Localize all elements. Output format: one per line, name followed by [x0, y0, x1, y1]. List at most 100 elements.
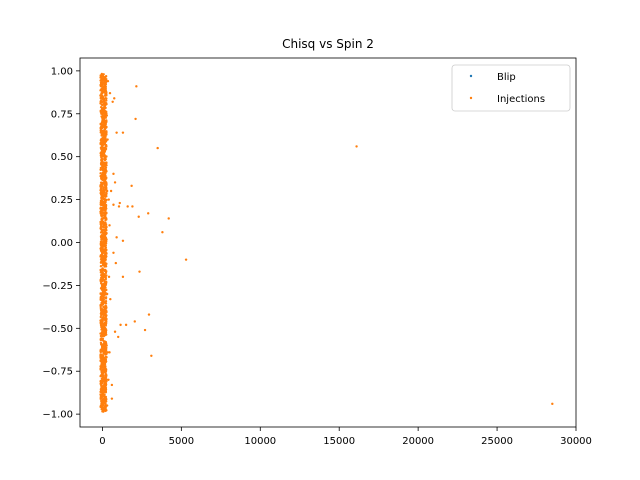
injection-point: [101, 77, 105, 80]
injection-point: [100, 224, 103, 228]
injection-point: [100, 134, 103, 137]
y-tick-label: −0.75: [42, 367, 73, 378]
injections-point: [105, 232, 108, 236]
injection-point: [100, 381, 103, 384]
injections-point: [101, 241, 105, 244]
injections-point: [109, 297, 112, 301]
injections-point: [111, 100, 114, 103]
injections-point: [103, 323, 106, 327]
injection-point: [102, 100, 105, 103]
injection-point: [105, 99, 108, 102]
injection-point: [99, 141, 103, 145]
injection-point: [105, 192, 108, 195]
injections-point: [101, 74, 104, 78]
injections-point: [134, 117, 137, 121]
injections-point: [130, 184, 133, 188]
injection-point: [101, 219, 104, 223]
injection-point: [99, 306, 102, 310]
injection-point: [104, 366, 107, 369]
injections-point: [107, 275, 111, 279]
injection-point: [99, 312, 103, 315]
injections-point: [112, 251, 115, 254]
injection-point: [103, 317, 106, 320]
injection-point: [103, 291, 107, 295]
injection-point: [101, 261, 104, 264]
injection-point: [104, 407, 107, 411]
injection-point: [99, 206, 103, 209]
injection-point: [105, 270, 108, 273]
injection-point: [103, 111, 106, 114]
injections-point: [106, 79, 110, 83]
injection-point: [105, 218, 108, 221]
injection-point: [101, 119, 104, 123]
injection-point: [101, 160, 104, 164]
injection-point: [100, 89, 104, 92]
y-tick-label: −0.25: [42, 281, 73, 292]
injection-point: [104, 391, 108, 394]
injections-point: [103, 395, 106, 399]
injections-point: [105, 189, 109, 193]
injection-point: [103, 333, 107, 337]
injection-point: [101, 294, 104, 297]
legend-label-blip: Blip: [497, 72, 516, 83]
injection-point: [101, 138, 105, 141]
injections-point: [114, 261, 118, 265]
injections-point: [112, 203, 115, 206]
injection-point: [103, 381, 107, 385]
injections-point: [103, 104, 106, 107]
injection-point: [100, 92, 103, 96]
injection-point: [100, 321, 103, 325]
injection-point: [104, 283, 107, 287]
injection-point: [102, 197, 105, 200]
injection-point: [100, 121, 104, 124]
injection-point: [102, 152, 106, 155]
injections-point: [110, 383, 114, 387]
injection-point: [99, 254, 103, 257]
injections-point: [118, 201, 121, 205]
injection-point: [102, 90, 106, 94]
injection-point: [102, 389, 105, 392]
injection-point: [101, 316, 105, 319]
x-tick-label: 0: [99, 436, 105, 447]
injection-point: [103, 184, 106, 187]
legend-marker-blip: [469, 74, 473, 78]
injection-point: [102, 250, 105, 254]
y-tick-label: 0.00: [51, 238, 73, 249]
injection-point: [104, 327, 107, 331]
injection-point: [101, 256, 105, 259]
injections-point: [109, 189, 113, 193]
injection-point: [105, 238, 108, 241]
injection-point: [100, 156, 103, 160]
injections-point: [104, 249, 107, 253]
injections-point: [108, 91, 112, 95]
injections-point: [147, 212, 150, 215]
injection-point: [99, 235, 103, 238]
injections-point: [184, 258, 188, 261]
injections-point: [104, 206, 108, 210]
injection-point: [100, 185, 103, 188]
injection-point: [102, 235, 105, 238]
injection-point: [99, 172, 102, 175]
injection-point: [103, 167, 106, 171]
injections-point: [150, 354, 153, 357]
injection-point: [102, 212, 105, 215]
injections-point: [121, 131, 125, 134]
injection-point: [102, 311, 105, 314]
x-tick-label: 20000: [402, 436, 434, 447]
injection-point: [104, 300, 108, 303]
injections-point: [101, 406, 104, 409]
injections-point: [104, 181, 107, 184]
injections-point: [102, 375, 105, 378]
injections-point: [124, 323, 128, 327]
injection-point: [104, 373, 108, 376]
injections-point: [113, 181, 117, 184]
injection-point: [100, 270, 104, 274]
injections-point: [355, 145, 358, 148]
injection-point: [101, 95, 105, 99]
y-tick-label: −1.00: [42, 410, 73, 421]
y-tick-label: 0.50: [51, 152, 73, 163]
injection-point: [99, 152, 103, 155]
injection-point: [102, 356, 105, 359]
chart-title: Chisq vs Spin 2: [282, 37, 374, 51]
injection-point: [105, 97, 108, 100]
